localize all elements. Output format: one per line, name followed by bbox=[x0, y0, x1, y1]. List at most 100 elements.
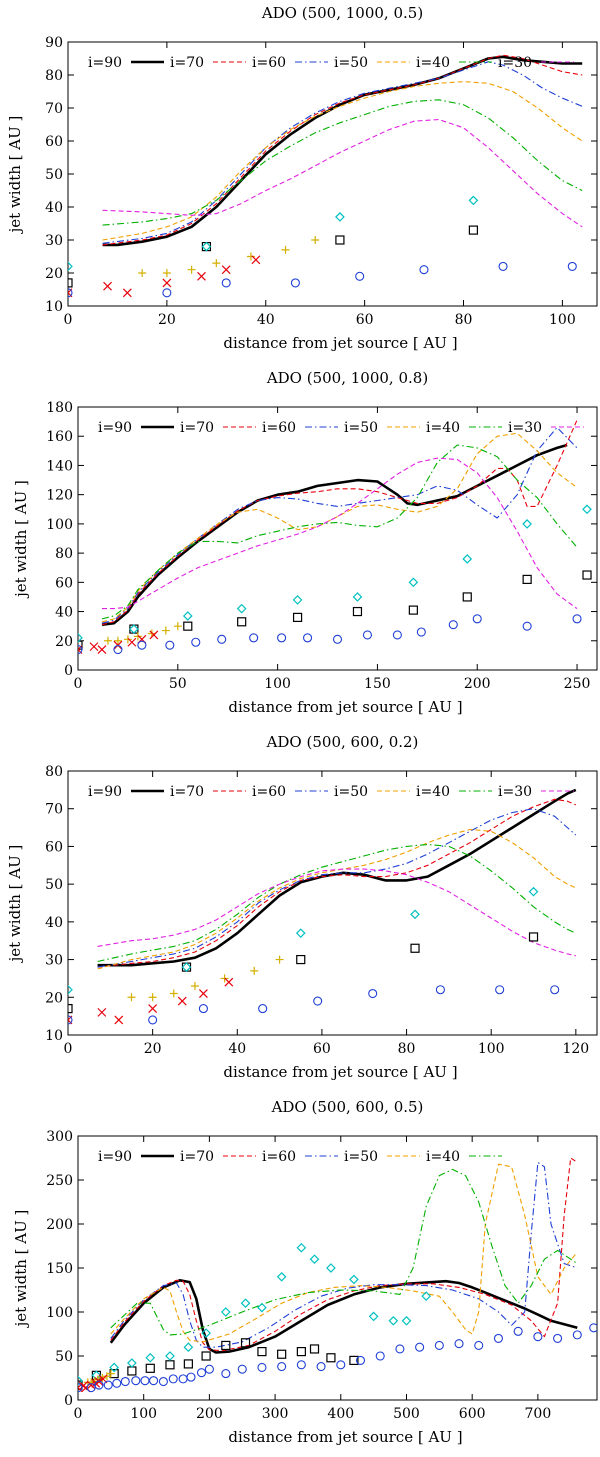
y-tick-label: 50 bbox=[55, 1349, 73, 1365]
marker-square bbox=[349, 1355, 359, 1366]
y-tick-label: 60 bbox=[45, 134, 63, 150]
x-tick-label: 80 bbox=[455, 312, 473, 328]
marker-circle bbox=[415, 1342, 425, 1352]
y-tick-label: 50 bbox=[45, 167, 63, 183]
marker-circle bbox=[392, 630, 402, 640]
series-line-i-40 bbox=[110, 1168, 578, 1336]
x-tick-label: 250 bbox=[564, 676, 591, 692]
marker-circle bbox=[355, 1355, 366, 1365]
marker-circle bbox=[237, 1364, 247, 1374]
x-tick-label: 300 bbox=[262, 1406, 289, 1422]
marker-plus bbox=[106, 1369, 115, 1378]
legend-label: i=70 bbox=[170, 784, 204, 800]
legend-label: i=60 bbox=[252, 784, 286, 800]
marker-square bbox=[410, 943, 420, 953]
marker-square bbox=[257, 1346, 267, 1357]
y-axis-label: jet width [ AU ] bbox=[12, 480, 30, 599]
marker-circle bbox=[498, 261, 508, 271]
y-tick-label: 60 bbox=[45, 839, 63, 855]
x-axis-label: distance from jet source [ AU ] bbox=[223, 334, 457, 352]
y-tick-label: 40 bbox=[55, 605, 73, 621]
marker-square bbox=[201, 242, 212, 252]
plot-frame bbox=[67, 41, 598, 307]
marker-square bbox=[277, 1349, 287, 1359]
marker-circle bbox=[395, 1344, 405, 1354]
marker-diamond bbox=[78, 1375, 83, 1386]
series-line-i-50 bbox=[101, 432, 578, 623]
marker-square bbox=[183, 1359, 193, 1369]
marker-circle bbox=[158, 1376, 168, 1387]
marker-cross bbox=[162, 278, 172, 288]
marker-square bbox=[352, 606, 363, 617]
y-tick-label: 150 bbox=[46, 1261, 73, 1277]
marker-circle bbox=[454, 1339, 464, 1349]
marker-circle bbox=[186, 1372, 196, 1382]
marker-circle bbox=[191, 637, 201, 647]
series-line-i-70 bbox=[101, 419, 578, 626]
marker-plus bbox=[123, 635, 132, 644]
marker-circle bbox=[362, 630, 372, 640]
x-tick-label: 200 bbox=[464, 676, 491, 692]
marker-circle bbox=[522, 621, 532, 631]
marker-diamond bbox=[220, 1307, 231, 1317]
y-tick-label: 40 bbox=[45, 915, 63, 931]
x-axis-label: distance from jet source [ AU ] bbox=[228, 698, 462, 716]
series-line-i-30 bbox=[97, 868, 576, 957]
legend-label: i=90 bbox=[98, 420, 132, 436]
series-line-i-60 bbox=[110, 1161, 578, 1348]
marker-cross bbox=[127, 637, 137, 647]
marker-cross bbox=[86, 1380, 96, 1390]
marker-circle bbox=[553, 1333, 563, 1343]
marker-diamond bbox=[129, 624, 139, 634]
marker-circle bbox=[416, 627, 426, 637]
legend-label: i=40 bbox=[416, 55, 450, 71]
marker-diamond bbox=[528, 886, 539, 897]
marker-diamond bbox=[109, 1362, 119, 1373]
marker-square bbox=[165, 1360, 175, 1370]
marker-square bbox=[221, 1340, 231, 1351]
marker-diamond bbox=[68, 984, 73, 995]
series-line-i-60 bbox=[101, 426, 578, 624]
marker-diamond bbox=[349, 1274, 359, 1285]
marker-square bbox=[528, 932, 539, 942]
marker-square bbox=[78, 640, 83, 650]
marker-circle bbox=[277, 633, 287, 643]
chart-3: ADO (500, 600, 0.2) 0 20 40 60 80 100 120 10 20 30… bbox=[6, 733, 598, 1081]
y-tick-label: 200 bbox=[46, 1217, 73, 1233]
legend-label: i=90 bbox=[88, 784, 122, 800]
marker-cross bbox=[114, 1015, 124, 1025]
marker-circle bbox=[149, 1376, 159, 1386]
chart-2: ADO (500, 1000, 0.8) 0 50 100 150 200 250 0 20 40… bbox=[12, 369, 598, 716]
marker-square bbox=[296, 954, 306, 965]
marker-diamond bbox=[522, 519, 532, 529]
marker-diamond bbox=[410, 909, 420, 920]
chart-title: ADO (500, 1000, 0.8) bbox=[266, 369, 428, 387]
y-tick-label: 90 bbox=[45, 35, 63, 51]
series-line-i-60 bbox=[97, 808, 577, 968]
legend-label: i=60 bbox=[262, 420, 296, 436]
marker-square bbox=[183, 621, 193, 631]
x-tick-label: 100 bbox=[130, 1406, 157, 1422]
marker-plus bbox=[169, 989, 178, 998]
y-tick-label: 180 bbox=[46, 400, 73, 416]
marker-circle bbox=[94, 1380, 104, 1390]
marker-square bbox=[468, 225, 479, 235]
marker-circle bbox=[572, 614, 582, 624]
marker-diamond bbox=[326, 1263, 336, 1273]
series-line-i-90 bbox=[101, 443, 568, 626]
marker-circle bbox=[448, 620, 458, 630]
marker-plus bbox=[246, 252, 255, 261]
marker-plus bbox=[148, 993, 157, 1002]
legend-label: i=60 bbox=[252, 55, 286, 71]
marker-plus bbox=[103, 636, 112, 645]
y-tick-label: 30 bbox=[45, 233, 63, 249]
marker-diamond bbox=[183, 1342, 194, 1353]
y-tick-label: 80 bbox=[45, 764, 63, 780]
marker-circle bbox=[572, 1330, 582, 1340]
marker-diamond bbox=[127, 1358, 137, 1368]
marker-circle bbox=[316, 1362, 326, 1372]
x-tick-label: 80 bbox=[398, 1041, 416, 1057]
marker-diamond bbox=[182, 611, 193, 621]
marker-square bbox=[68, 278, 73, 288]
